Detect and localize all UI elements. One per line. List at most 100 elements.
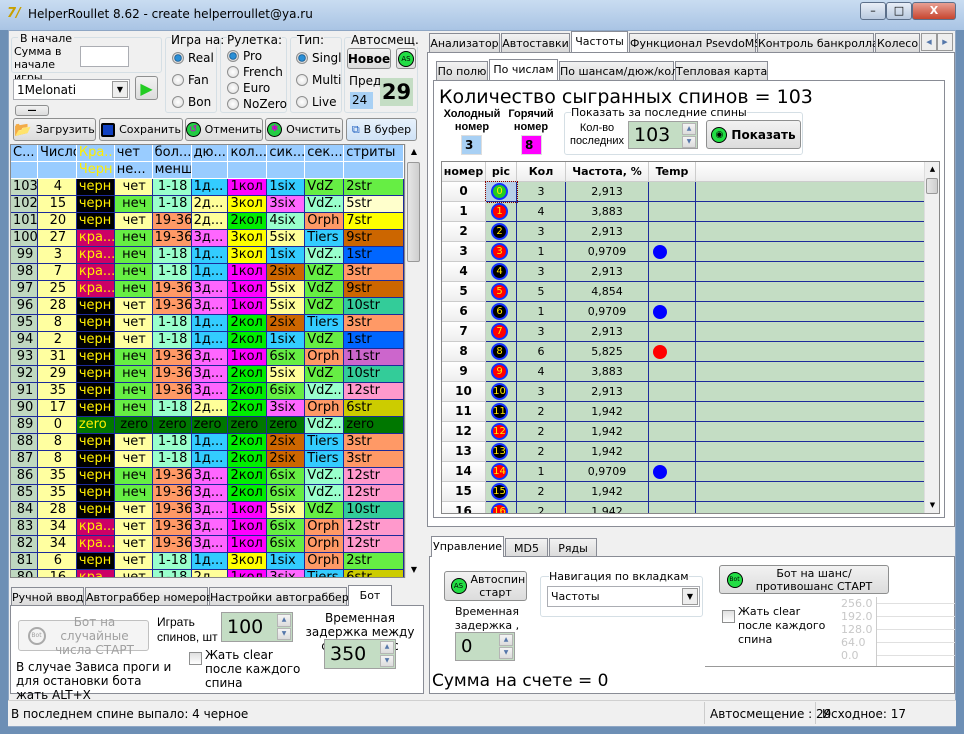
- history-row[interactable]: 103 4 черн чет 1-18 1д... 1кол 1six VdZ 2str: [11, 179, 404, 196]
- history-row[interactable]: 85 35 черн неч 19-36 3д... 2кол 6six VdZ... 12str: [11, 485, 404, 502]
- spin-down-icon[interactable]: ▼: [277, 627, 291, 640]
- column-header[interactable]: pic: [486, 162, 517, 182]
- history-row[interactable]: 92 29 черн неч 19-36 3д... 2кол 5six VdZ 10str: [11, 366, 404, 383]
- radio-button-icon[interactable]: [172, 74, 184, 86]
- history-row[interactable]: 97 25 кра... неч 19-36 3д... 1кол 5six VdZ 9str: [11, 281, 404, 298]
- random-bot-start-button[interactable]: Bot Бот на случайные числа СТАРТ: [18, 615, 149, 657]
- radio-button-icon[interactable]: [172, 52, 184, 64]
- column-header[interactable]: [267, 162, 306, 179]
- frequency-row[interactable]: 10 10 3 2,913: [442, 382, 939, 402]
- spin-up-icon[interactable]: ▲: [380, 641, 394, 654]
- column-header[interactable]: стриты: [344, 145, 404, 162]
- spin-down-icon[interactable]: ▼: [682, 136, 696, 148]
- column-header[interactable]: Кра...: [76, 145, 115, 162]
- scroll-down-icon[interactable]: ▼: [929, 501, 936, 509]
- radio-button-icon[interactable]: [296, 74, 308, 86]
- column-header[interactable]: номер: [442, 162, 486, 182]
- scroll-thumb[interactable]: [926, 178, 938, 194]
- bottom-left-tab-1[interactable]: Автограббер номеров: [85, 587, 213, 606]
- history-row[interactable]: 100 27 кра... неч 19-36 3д... 3кол 5six Tiers 9st…: [11, 230, 404, 247]
- spin-history-table[interactable]: С... Число Кра... чет бол... дю... кол... сик..…: [10, 144, 405, 578]
- game-radio-fan[interactable]: Fan: [172, 73, 214, 87]
- column-header[interactable]: кол...: [228, 145, 268, 162]
- profile-select[interactable]: 1Melonati ▼: [13, 79, 130, 100]
- autospin-start-button[interactable]: AS Автоспин старт: [444, 571, 527, 601]
- column-header[interactable]: С...: [11, 145, 38, 162]
- column-header[interactable]: Кол: [517, 162, 566, 182]
- save-button[interactable]: Сохранить: [99, 118, 183, 141]
- column-header[interactable]: сик...: [267, 145, 306, 162]
- radio-button-icon[interactable]: [227, 66, 239, 78]
- roulette-radio-french[interactable]: French: [227, 65, 287, 79]
- radio-button-icon[interactable]: [296, 96, 308, 108]
- copy-button[interactable]: ⧉ В буфер: [346, 118, 417, 141]
- frequency-row[interactable]: 16 16 2 1,942: [442, 502, 939, 513]
- frequency-table[interactable]: номер pic Кол Частота, % Temp 0 0 3 2,913 1 1 4 3,88…: [441, 161, 940, 514]
- history-row[interactable]: 102 15 черн неч 1-18 2д... 3кол 3six VdZ... 5str: [11, 196, 404, 213]
- history-row[interactable]: 84 28 черн чет 19-36 3д... 1кол 5six VdZ 10str: [11, 502, 404, 519]
- column-header[interactable]: Temp: [649, 162, 696, 182]
- subtab-tab-0[interactable]: По полю: [436, 61, 488, 80]
- play-button[interactable]: ▶: [135, 76, 158, 100]
- undo-button[interactable]: ↺ Отменить: [185, 118, 263, 141]
- column-header[interactable]: [11, 162, 38, 179]
- subtab-tab-1[interactable]: По числам: [489, 59, 558, 80]
- bottom-right-tab-0[interactable]: Управление: [431, 536, 504, 557]
- column-header[interactable]: [696, 162, 926, 182]
- frequency-row[interactable]: 3 3 1 0,9709: [442, 242, 939, 262]
- history-row[interactable]: 90 17 черн неч 1-18 2д... 2кол 3six Orph 6str: [11, 400, 404, 417]
- frequency-row[interactable]: 1 1 4 3,883: [442, 202, 939, 222]
- roulette-radio-pro[interactable]: Pro: [227, 49, 287, 63]
- radio-button-icon[interactable]: [172, 96, 184, 108]
- history-row[interactable]: 80 16 кра... чет 1-18 2д... 1кол 3six Tiers 6str: [11, 570, 404, 577]
- scroll-up-icon[interactable]: ▲: [410, 147, 418, 156]
- type-radio-multi[interactable]: Multi: [296, 73, 342, 87]
- frequency-scrollbar[interactable]: ▲ ▼: [924, 162, 939, 513]
- column-header[interactable]: [191, 162, 229, 179]
- count-stepper[interactable]: 103 ▲ ▼: [628, 121, 698, 149]
- history-row[interactable]: 89 0 zero zero zero zero zero zero VdZ... zero: [11, 417, 404, 434]
- spin-down-icon[interactable]: ▼: [380, 654, 394, 667]
- tab-left-icon[interactable]: ◀: [921, 33, 937, 51]
- type-radio-live[interactable]: Live: [296, 95, 342, 109]
- maximize-button[interactable]: □: [886, 2, 912, 20]
- spin-up-icon[interactable]: ▲: [499, 634, 513, 646]
- column-header[interactable]: [228, 162, 268, 179]
- bottom-right-tab-1[interactable]: MD5: [505, 538, 548, 557]
- scroll-down-icon[interactable]: ▼: [410, 565, 418, 574]
- column-header[interactable]: Частота, %: [566, 162, 649, 182]
- bottom-left-tab-0[interactable]: Ручной ввод: [11, 587, 84, 606]
- scroll-thumb[interactable]: [407, 162, 420, 262]
- bottom-left-tab-3[interactable]: Бот: [348, 585, 392, 606]
- tab-navigation-select[interactable]: Частоты ▼: [547, 586, 700, 607]
- right-tab-0[interactable]: Анализатор: [429, 33, 500, 52]
- column-header[interactable]: чет: [114, 145, 153, 162]
- history-row[interactable]: 87 8 черн чет 1-18 1д... 2кол 2six Tiers 3str: [11, 451, 404, 468]
- spin-down-icon[interactable]: ▼: [499, 647, 513, 659]
- bottom-right-tab-2[interactable]: Ряды: [549, 538, 597, 557]
- history-row[interactable]: 82 34 кра... чет 19-36 3д... 1кол 6six Orph 12str: [11, 536, 404, 553]
- column-header[interactable]: [37, 162, 77, 179]
- right-tab-2[interactable]: Частоты: [571, 31, 628, 52]
- history-scrollbar[interactable]: ▲ ▼: [405, 144, 421, 578]
- tab-scroll-arrows[interactable]: ◀ ▶: [921, 33, 953, 51]
- column-header[interactable]: Черн: [76, 162, 115, 179]
- column-header[interactable]: менш: [152, 162, 192, 179]
- clear-button[interactable]: ✱ Очистить: [265, 118, 343, 141]
- load-button[interactable]: 📂 Загрузить: [13, 118, 96, 141]
- type-radio-singl[interactable]: Singl: [296, 51, 342, 65]
- history-row[interactable]: 101 20 черн чет 19-36 2д... 2кол 4six Orph 7str: [11, 213, 404, 230]
- show-button[interactable]: ◉ Показать: [706, 120, 801, 149]
- clear-after-spin-checkbox[interactable]: [189, 652, 202, 665]
- clear-after-spin-checkbox-2[interactable]: [722, 610, 735, 623]
- column-header[interactable]: [344, 162, 404, 179]
- history-row[interactable]: 86 35 черн неч 19-36 3д... 2кол 6six VdZ... 12str: [11, 468, 404, 485]
- roulette-radio-euro[interactable]: Euro: [227, 81, 287, 95]
- frequency-row[interactable]: 7 7 3 2,913: [442, 322, 939, 342]
- tab-right-icon[interactable]: ▶: [937, 33, 953, 51]
- minimize-button[interactable]: –: [860, 2, 886, 20]
- history-row[interactable]: 88 8 черн чет 1-18 1д... 2кол 2six Tiers 3str: [11, 434, 404, 451]
- radio-button-icon[interactable]: [227, 98, 239, 110]
- subtab-tab-3[interactable]: Тепловая карта: [675, 61, 768, 80]
- frequency-row[interactable]: 0 0 3 2,913: [442, 181, 939, 203]
